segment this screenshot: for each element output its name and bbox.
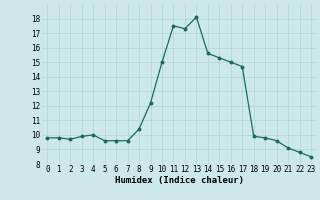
X-axis label: Humidex (Indice chaleur): Humidex (Indice chaleur) xyxy=(115,176,244,185)
